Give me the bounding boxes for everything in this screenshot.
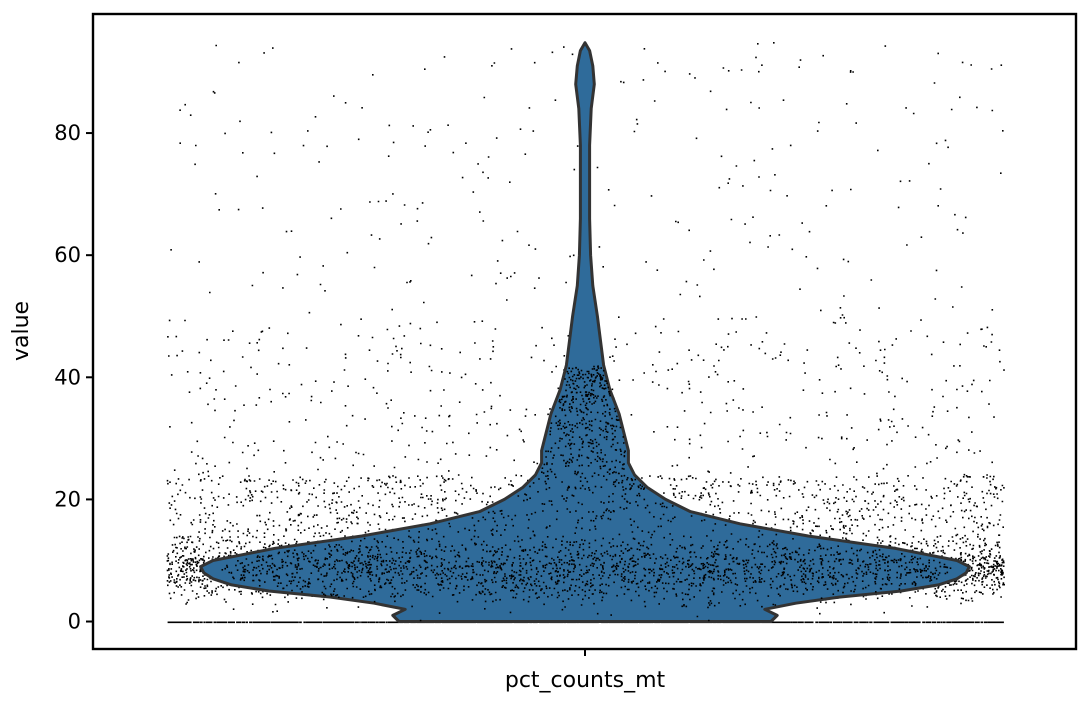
violin-layer <box>199 41 971 623</box>
violin-inner-points <box>221 365 952 622</box>
y-axis-label: value <box>9 301 34 361</box>
plot-area <box>91 12 1078 651</box>
y-tick-label: 0 <box>68 610 81 634</box>
y-tick-label: 60 <box>54 243 81 267</box>
y-tick-label: 80 <box>54 121 81 145</box>
y-axis: 0 20 40 60 80 <box>54 121 93 634</box>
y-tick-label: 20 <box>54 487 81 511</box>
x-axis-label: pct_counts_mt <box>505 668 666 693</box>
violin-body-pct-counts-mt <box>199 41 971 623</box>
y-tick-label: 40 <box>54 365 81 389</box>
